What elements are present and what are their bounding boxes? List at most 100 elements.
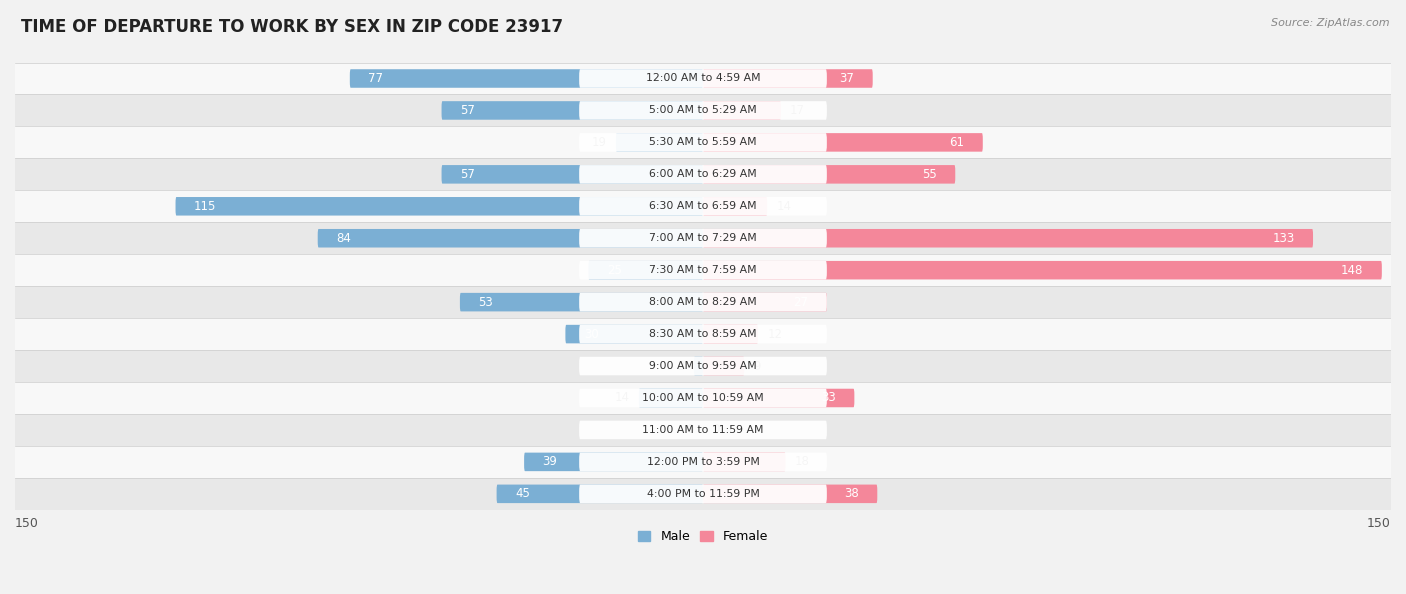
Legend: Male, Female: Male, Female [633,525,773,548]
FancyBboxPatch shape [579,133,827,151]
Text: 9:00 AM to 9:59 AM: 9:00 AM to 9:59 AM [650,361,756,371]
Bar [15,94,1391,127]
Bar [15,446,1391,478]
Text: 25: 25 [606,264,621,277]
Text: 8:00 AM to 8:29 AM: 8:00 AM to 8:29 AM [650,297,756,307]
FancyBboxPatch shape [703,69,873,88]
FancyBboxPatch shape [441,101,703,120]
Text: 11:00 AM to 11:59 AM: 11:00 AM to 11:59 AM [643,425,763,435]
Text: 8:30 AM to 8:59 AM: 8:30 AM to 8:59 AM [650,329,756,339]
FancyBboxPatch shape [524,453,703,471]
Bar [15,222,1391,254]
Text: 6:00 AM to 6:29 AM: 6:00 AM to 6:29 AM [650,169,756,179]
FancyBboxPatch shape [703,261,1382,279]
FancyBboxPatch shape [579,325,827,343]
Text: 12: 12 [768,327,782,340]
Text: 0: 0 [686,424,693,437]
FancyBboxPatch shape [579,453,827,471]
Text: 19: 19 [592,136,606,149]
FancyBboxPatch shape [703,197,768,216]
Text: 14: 14 [776,200,792,213]
Text: 115: 115 [194,200,217,213]
FancyBboxPatch shape [496,485,703,503]
Text: 14: 14 [614,391,630,405]
Text: 133: 133 [1272,232,1295,245]
Text: 45: 45 [515,487,530,500]
Text: 37: 37 [839,72,855,85]
Bar [15,62,1391,94]
FancyBboxPatch shape [638,388,703,407]
FancyBboxPatch shape [579,485,827,503]
Text: 33: 33 [821,391,837,405]
Text: 5:30 AM to 5:59 AM: 5:30 AM to 5:59 AM [650,137,756,147]
Text: 4:00 PM to 11:59 PM: 4:00 PM to 11:59 PM [647,489,759,499]
Text: 150: 150 [15,517,39,530]
Text: 0: 0 [713,424,720,437]
FancyBboxPatch shape [579,261,827,279]
Text: 30: 30 [583,327,599,340]
FancyBboxPatch shape [176,197,703,216]
FancyBboxPatch shape [460,293,703,311]
FancyBboxPatch shape [579,293,827,311]
FancyBboxPatch shape [703,325,758,343]
FancyBboxPatch shape [693,357,703,375]
Bar [15,254,1391,286]
Text: 55: 55 [922,168,936,181]
Bar [15,318,1391,350]
Text: 10:00 AM to 10:59 AM: 10:00 AM to 10:59 AM [643,393,763,403]
Text: 77: 77 [368,72,384,85]
Text: 12:00 PM to 3:59 PM: 12:00 PM to 3:59 PM [647,457,759,467]
Text: 38: 38 [844,487,859,500]
Text: 53: 53 [478,296,494,309]
Bar [15,350,1391,382]
FancyBboxPatch shape [703,165,955,184]
Text: 18: 18 [794,456,810,469]
FancyBboxPatch shape [579,165,827,184]
Text: 39: 39 [543,456,557,469]
FancyBboxPatch shape [579,197,827,216]
Text: TIME OF DEPARTURE TO WORK BY SEX IN ZIP CODE 23917: TIME OF DEPARTURE TO WORK BY SEX IN ZIP … [21,18,564,36]
Text: 61: 61 [949,136,965,149]
Text: 84: 84 [336,232,352,245]
FancyBboxPatch shape [703,101,780,120]
Bar [15,159,1391,190]
FancyBboxPatch shape [441,165,703,184]
Bar [15,414,1391,446]
FancyBboxPatch shape [703,357,744,375]
Bar [15,382,1391,414]
FancyBboxPatch shape [703,133,983,151]
FancyBboxPatch shape [350,69,703,88]
FancyBboxPatch shape [703,229,1313,248]
FancyBboxPatch shape [318,229,703,248]
FancyBboxPatch shape [579,357,827,375]
Text: 9: 9 [754,359,761,372]
FancyBboxPatch shape [588,261,703,279]
Bar [15,127,1391,159]
FancyBboxPatch shape [579,69,827,88]
FancyBboxPatch shape [579,388,827,407]
Bar [15,190,1391,222]
Text: 5:00 AM to 5:29 AM: 5:00 AM to 5:29 AM [650,106,756,115]
FancyBboxPatch shape [616,133,703,151]
FancyBboxPatch shape [579,101,827,120]
FancyBboxPatch shape [565,325,703,343]
Text: 17: 17 [790,104,806,117]
Text: 2: 2 [678,359,685,372]
Text: 6:30 AM to 6:59 AM: 6:30 AM to 6:59 AM [650,201,756,211]
Text: Source: ZipAtlas.com: Source: ZipAtlas.com [1271,18,1389,28]
Text: 148: 148 [1341,264,1364,277]
FancyBboxPatch shape [703,293,827,311]
Bar [15,286,1391,318]
FancyBboxPatch shape [703,388,855,407]
FancyBboxPatch shape [579,229,827,248]
Text: 57: 57 [460,168,475,181]
Text: 27: 27 [793,296,808,309]
Text: 7:00 AM to 7:29 AM: 7:00 AM to 7:29 AM [650,233,756,243]
FancyBboxPatch shape [703,453,786,471]
Text: 12:00 AM to 4:59 AM: 12:00 AM to 4:59 AM [645,74,761,84]
FancyBboxPatch shape [703,485,877,503]
Text: 7:30 AM to 7:59 AM: 7:30 AM to 7:59 AM [650,265,756,275]
Text: 57: 57 [460,104,475,117]
Bar [15,478,1391,510]
FancyBboxPatch shape [579,421,827,439]
